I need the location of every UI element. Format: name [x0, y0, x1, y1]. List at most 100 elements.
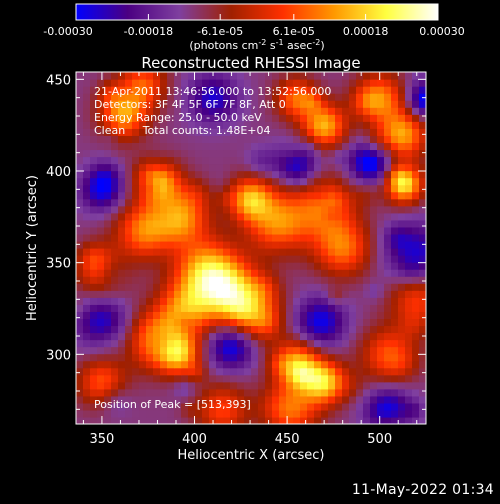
heatmap-cell — [342, 233, 350, 242]
heatmap-cell — [349, 149, 357, 158]
heatmap-cell — [244, 402, 252, 411]
heatmap-cell — [356, 360, 364, 369]
heatmap-cell — [279, 72, 287, 80]
heatmap-cell — [300, 269, 308, 277]
heatmap-cell — [279, 93, 287, 101]
heatmap-cell — [83, 353, 91, 362]
heatmap-cell — [188, 177, 196, 186]
heatmap-cell — [293, 170, 301, 179]
heatmap-cell — [342, 170, 350, 179]
heatmap-cell — [412, 304, 420, 312]
heatmap-cell — [104, 170, 112, 179]
heatmap-cell — [412, 170, 420, 179]
heatmap-cell — [286, 121, 294, 129]
heatmap-cell — [97, 395, 105, 404]
heatmap-cell — [363, 184, 371, 193]
heatmap-cell — [153, 121, 161, 129]
heatmap-cell — [146, 149, 154, 158]
heatmap-cell — [286, 163, 294, 172]
heatmap-cell — [342, 212, 350, 221]
heatmap-cell — [174, 283, 182, 291]
heatmap-cell — [419, 135, 426, 143]
heatmap-cell — [104, 276, 112, 284]
heatmap-cell — [251, 149, 259, 158]
heatmap-cell — [181, 219, 189, 228]
heatmap-cell — [279, 149, 287, 158]
heatmap-cell — [251, 262, 259, 270]
heatmap-cell — [363, 283, 371, 291]
heatmap-cell — [377, 297, 385, 305]
heatmap-cell — [419, 325, 426, 334]
heatmap-cell — [328, 240, 336, 249]
heatmap-cell — [384, 325, 392, 334]
heatmap-cell — [384, 233, 392, 242]
heatmap-cell — [328, 121, 336, 129]
heatmap-cell — [321, 142, 329, 151]
heatmap-cell — [272, 72, 280, 80]
heatmap-cell — [377, 191, 385, 200]
heatmap-cell — [195, 325, 203, 334]
heatmap-cell — [265, 325, 273, 334]
heatmap-cell — [300, 297, 308, 305]
heatmap-cell — [321, 121, 329, 129]
heatmap-cell — [223, 114, 231, 122]
heatmap-cell — [356, 381, 364, 390]
heatmap-cell — [356, 374, 364, 383]
heatmap-cell — [83, 311, 91, 319]
heatmap-cell — [223, 269, 231, 277]
heatmap-cell — [293, 191, 301, 200]
heatmap-cell — [97, 121, 105, 129]
heatmap-cell — [125, 276, 133, 284]
heatmap-cell — [251, 100, 259, 108]
heatmap-cell — [293, 409, 301, 418]
heatmap-cell — [188, 198, 196, 207]
heatmap-cell — [258, 367, 266, 376]
heatmap-cell — [258, 346, 266, 355]
heatmap-cell — [174, 93, 182, 101]
heatmap-cell — [111, 276, 119, 284]
heatmap-cell — [300, 114, 308, 122]
heatmap-cell — [195, 107, 203, 115]
heatmap-cell — [335, 318, 343, 327]
heatmap-cell — [419, 297, 426, 305]
heatmap-cell — [300, 170, 308, 179]
heatmap-cell — [335, 304, 343, 312]
heatmap-cell — [83, 205, 91, 214]
heatmap-cell — [76, 248, 84, 256]
heatmap-cell — [307, 226, 315, 235]
heatmap-cell — [251, 367, 259, 376]
heatmap-cell — [111, 233, 119, 242]
heatmap-cell — [216, 79, 224, 87]
heatmap-cell — [174, 149, 182, 158]
heatmap-cell — [342, 276, 350, 284]
heatmap-cell — [244, 121, 252, 129]
heatmap-cell — [391, 149, 399, 158]
heatmap-cell — [328, 276, 336, 284]
heatmap-cell — [363, 374, 371, 383]
heatmap-cell — [118, 346, 126, 355]
heatmap-cell — [419, 198, 426, 207]
heatmap-cell — [300, 360, 308, 369]
heatmap-cell — [174, 233, 182, 242]
heatmap-cell — [356, 205, 364, 214]
heatmap-cell — [335, 142, 343, 151]
heatmap-cell — [223, 311, 231, 319]
heatmap-cell — [125, 339, 133, 348]
heatmap-cell — [321, 360, 329, 369]
heatmap-cell — [153, 255, 161, 263]
heatmap-cell — [356, 107, 364, 115]
heatmap-cell — [125, 297, 133, 305]
heatmap-cell — [195, 72, 203, 80]
heatmap-cell — [83, 191, 91, 200]
heatmap-cell — [167, 128, 175, 136]
heatmap-cell — [118, 395, 126, 404]
heatmap-cell — [209, 219, 217, 228]
heatmap-cell — [384, 360, 392, 369]
heatmap-cell — [97, 381, 105, 390]
heatmap-cell — [139, 388, 147, 397]
heatmap-cell — [384, 128, 392, 136]
heatmap-cell — [118, 198, 126, 207]
heatmap-cell — [146, 409, 154, 418]
heatmap-cell — [300, 283, 308, 291]
heatmap-cell — [174, 163, 182, 172]
